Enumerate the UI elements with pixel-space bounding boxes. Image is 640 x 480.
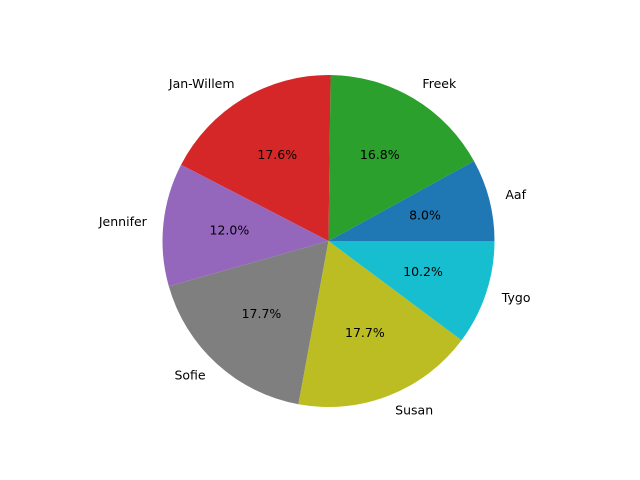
- label-tygo: Tygo: [501, 290, 531, 305]
- wedge-freek: [328, 75, 474, 241]
- pct-label-jennifer: 12.0%: [210, 223, 250, 238]
- pct-label-tygo: 10.2%: [403, 264, 443, 279]
- pie-wedges: [162, 75, 495, 407]
- pct-label-aaf: 8.0%: [409, 208, 441, 223]
- wedge-jennifer: [162, 164, 329, 287]
- wedge-jan-willem: [181, 75, 331, 241]
- pct-label-freek: 16.8%: [360, 147, 400, 162]
- wedge-aaf: [328, 161, 495, 241]
- label-jan-willem: Jan-Willem: [168, 76, 235, 91]
- pct-label-susan: 17.7%: [345, 325, 385, 340]
- pie-labels: Aaf 8.0% Freek 16.8% Jan-Willem 17.6% Jennifer…: [98, 76, 531, 418]
- wedge-tygo: [328, 241, 495, 341]
- label-freek: Freek: [422, 76, 457, 91]
- wedge-sofie: [168, 241, 329, 405]
- pct-label-sofie: 17.7%: [242, 306, 282, 321]
- label-susan: Susan: [395, 402, 433, 417]
- label-sofie: Sofie: [174, 368, 205, 383]
- wedge-susan: [298, 241, 462, 407]
- label-aaf: Aaf: [505, 187, 526, 202]
- label-jennifer: Jennifer: [98, 214, 148, 229]
- pct-label-jan-willem: 17.6%: [257, 147, 297, 162]
